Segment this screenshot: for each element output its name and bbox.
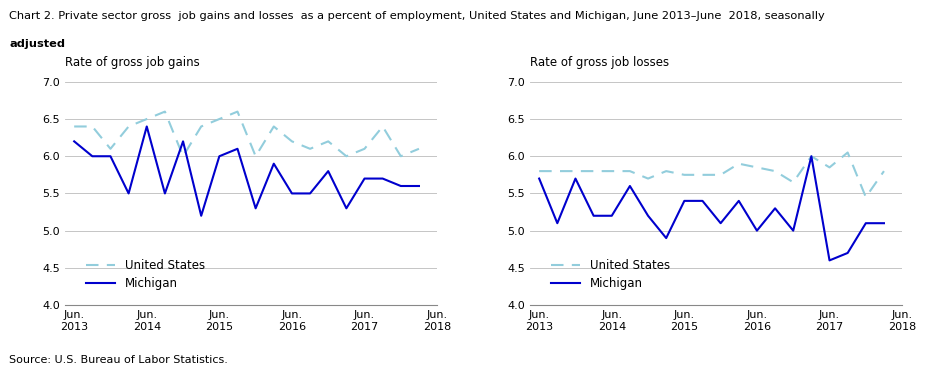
- United States: [624, 169, 635, 173]
- Michigan: [733, 199, 744, 203]
- United States: [788, 180, 799, 185]
- Michigan: [769, 206, 780, 211]
- Michigan: [413, 184, 424, 188]
- United States: [86, 124, 98, 129]
- Michigan: [606, 214, 618, 218]
- Michigan: [159, 191, 170, 196]
- United States: [697, 173, 708, 177]
- Michigan: [359, 176, 370, 181]
- Michigan: [123, 191, 134, 196]
- Michigan: [643, 214, 654, 218]
- Michigan: [395, 184, 406, 188]
- Michigan: [551, 221, 563, 225]
- United States: [413, 147, 424, 151]
- United States: [769, 169, 780, 173]
- United States: [69, 124, 80, 129]
- Michigan: [105, 154, 116, 158]
- Michigan: [824, 258, 835, 263]
- United States: [733, 161, 744, 166]
- Michigan: [286, 191, 298, 196]
- United States: [534, 169, 545, 173]
- United States: [141, 117, 153, 121]
- Michigan: [878, 221, 889, 225]
- United States: [286, 139, 298, 144]
- Michigan: [679, 199, 690, 203]
- United States: [359, 147, 370, 151]
- United States: [323, 139, 334, 144]
- Michigan: [214, 154, 225, 158]
- Michigan: [250, 206, 261, 211]
- Michigan: [69, 139, 80, 144]
- United States: [268, 124, 279, 129]
- Michigan: [860, 221, 871, 225]
- United States: [824, 165, 835, 170]
- Michigan: [751, 228, 763, 233]
- United States: [660, 169, 671, 173]
- Line: United States: United States: [539, 153, 884, 197]
- United States: [606, 169, 618, 173]
- United States: [842, 150, 853, 155]
- United States: [878, 169, 889, 173]
- Michigan: [624, 184, 635, 188]
- Legend: United States, Michigan: United States, Michigan: [551, 260, 670, 290]
- United States: [860, 195, 871, 199]
- Text: Source: U.S. Bureau of Labor Statistics.: Source: U.S. Bureau of Labor Statistics.: [9, 355, 228, 365]
- Line: Michigan: Michigan: [539, 156, 884, 260]
- United States: [232, 109, 243, 114]
- Michigan: [697, 199, 708, 203]
- Text: Rate of gross job losses: Rate of gross job losses: [530, 56, 670, 69]
- United States: [751, 165, 763, 170]
- Michigan: [805, 154, 817, 158]
- Michigan: [715, 221, 726, 225]
- Legend: United States, Michigan: United States, Michigan: [86, 260, 205, 290]
- United States: [123, 124, 134, 129]
- United States: [588, 169, 599, 173]
- United States: [214, 117, 225, 121]
- Text: adjusted: adjusted: [9, 39, 65, 49]
- Text: Rate of gross job gains: Rate of gross job gains: [65, 56, 200, 69]
- United States: [304, 147, 315, 151]
- Michigan: [660, 236, 671, 240]
- Michigan: [304, 191, 315, 196]
- United States: [643, 176, 654, 181]
- United States: [551, 169, 563, 173]
- Michigan: [195, 214, 206, 218]
- Line: United States: United States: [74, 112, 418, 156]
- Michigan: [340, 206, 352, 211]
- Line: Michigan: Michigan: [74, 126, 418, 216]
- United States: [178, 154, 189, 158]
- Michigan: [323, 169, 334, 173]
- Michigan: [842, 251, 853, 255]
- United States: [105, 147, 116, 151]
- United States: [679, 173, 690, 177]
- Michigan: [268, 161, 279, 166]
- Michigan: [588, 214, 599, 218]
- Michigan: [377, 176, 388, 181]
- United States: [159, 109, 170, 114]
- Michigan: [788, 228, 799, 233]
- United States: [377, 124, 388, 129]
- Michigan: [570, 176, 581, 181]
- United States: [195, 124, 206, 129]
- United States: [250, 154, 261, 158]
- United States: [570, 169, 581, 173]
- Michigan: [178, 139, 189, 144]
- United States: [340, 154, 352, 158]
- United States: [395, 154, 406, 158]
- Michigan: [86, 154, 98, 158]
- Text: Chart 2. Private sector gross  job gains and losses  as a percent of employment,: Chart 2. Private sector gross job gains …: [9, 11, 825, 21]
- United States: [715, 173, 726, 177]
- Michigan: [232, 147, 243, 151]
- Michigan: [534, 176, 545, 181]
- United States: [805, 154, 817, 158]
- Michigan: [141, 124, 153, 129]
